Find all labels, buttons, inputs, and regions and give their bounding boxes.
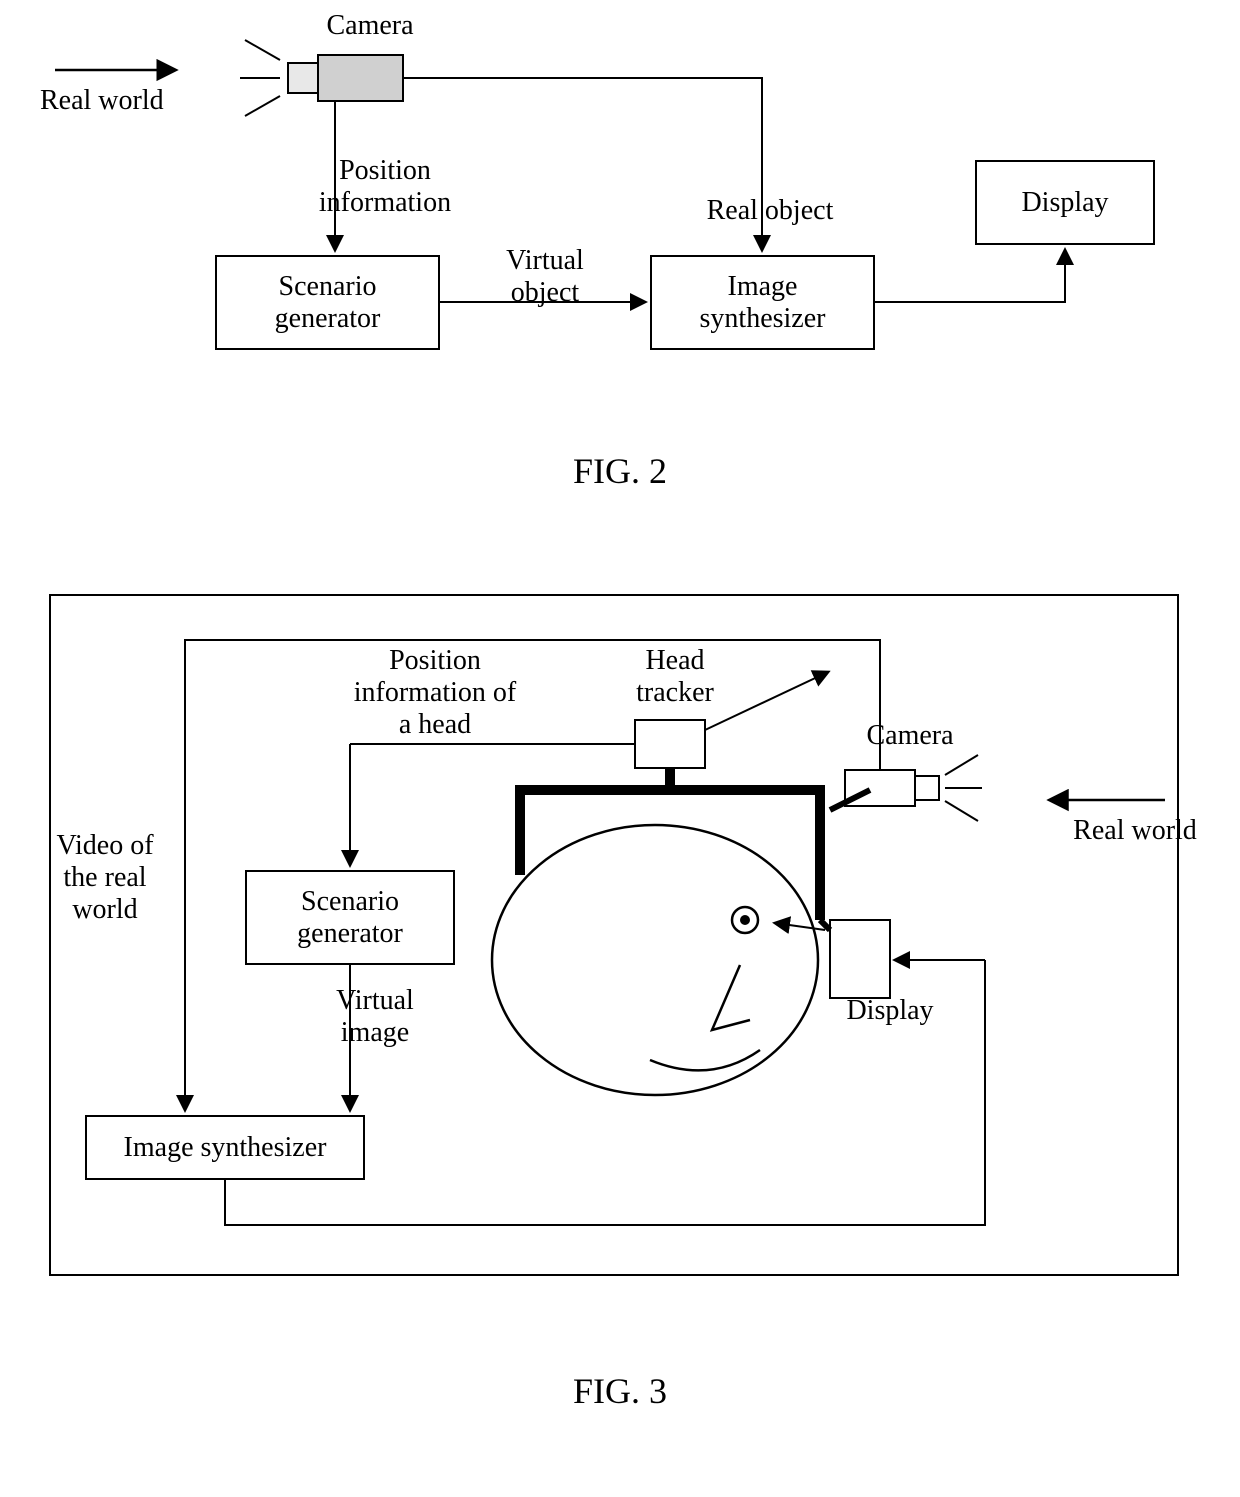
fig2-position-info-label: Position information — [285, 155, 485, 219]
fig3-image-synthesizer-box: Image synthesizer — [85, 1115, 365, 1180]
fig2-display-box: Display — [975, 160, 1155, 245]
fig3-scenario-generator-box: Scenario generator — [245, 870, 455, 965]
fig3-camera-label: Camera — [850, 720, 970, 752]
fig2-scenario-generator-box: Scenario generator — [215, 255, 440, 350]
fig2-image-synthesizer-text: Image synthesizer — [700, 271, 826, 335]
fig2-camera-label: Camera — [310, 10, 430, 42]
fig2-display-text: Display — [1021, 187, 1108, 219]
fig3-head-tracker-label: Head tracker — [615, 645, 735, 709]
fig3-caption: FIG. 3 — [0, 1370, 1240, 1412]
fig2-scenario-generator-text: Scenario generator — [275, 271, 381, 335]
fig3-scenario-generator-text: Scenario generator — [297, 886, 403, 950]
fig2-caption: FIG. 2 — [0, 450, 1240, 492]
fig3-image-synthesizer-text: Image synthesizer — [124, 1132, 327, 1164]
fig3-virtual-image-label: Virtual image — [315, 985, 435, 1049]
fig2-image-synthesizer-box: Image synthesizer — [650, 255, 875, 350]
fig2-real-world-label: Real world — [40, 85, 200, 117]
fig2-camera-icon — [240, 40, 403, 116]
fig2-real-object-label: Real object — [690, 195, 850, 227]
fig3-camera-icon — [845, 755, 982, 821]
fig3-position-info-head-label: Position information of a head — [320, 645, 550, 742]
fig3-display-label: Display — [830, 995, 950, 1027]
fig2-virtual-object-label: Virtual object — [485, 245, 605, 309]
fig3-real-world-label: Real world — [1055, 815, 1215, 847]
fig3-video-real-world-label: Video of the real world — [40, 830, 170, 927]
